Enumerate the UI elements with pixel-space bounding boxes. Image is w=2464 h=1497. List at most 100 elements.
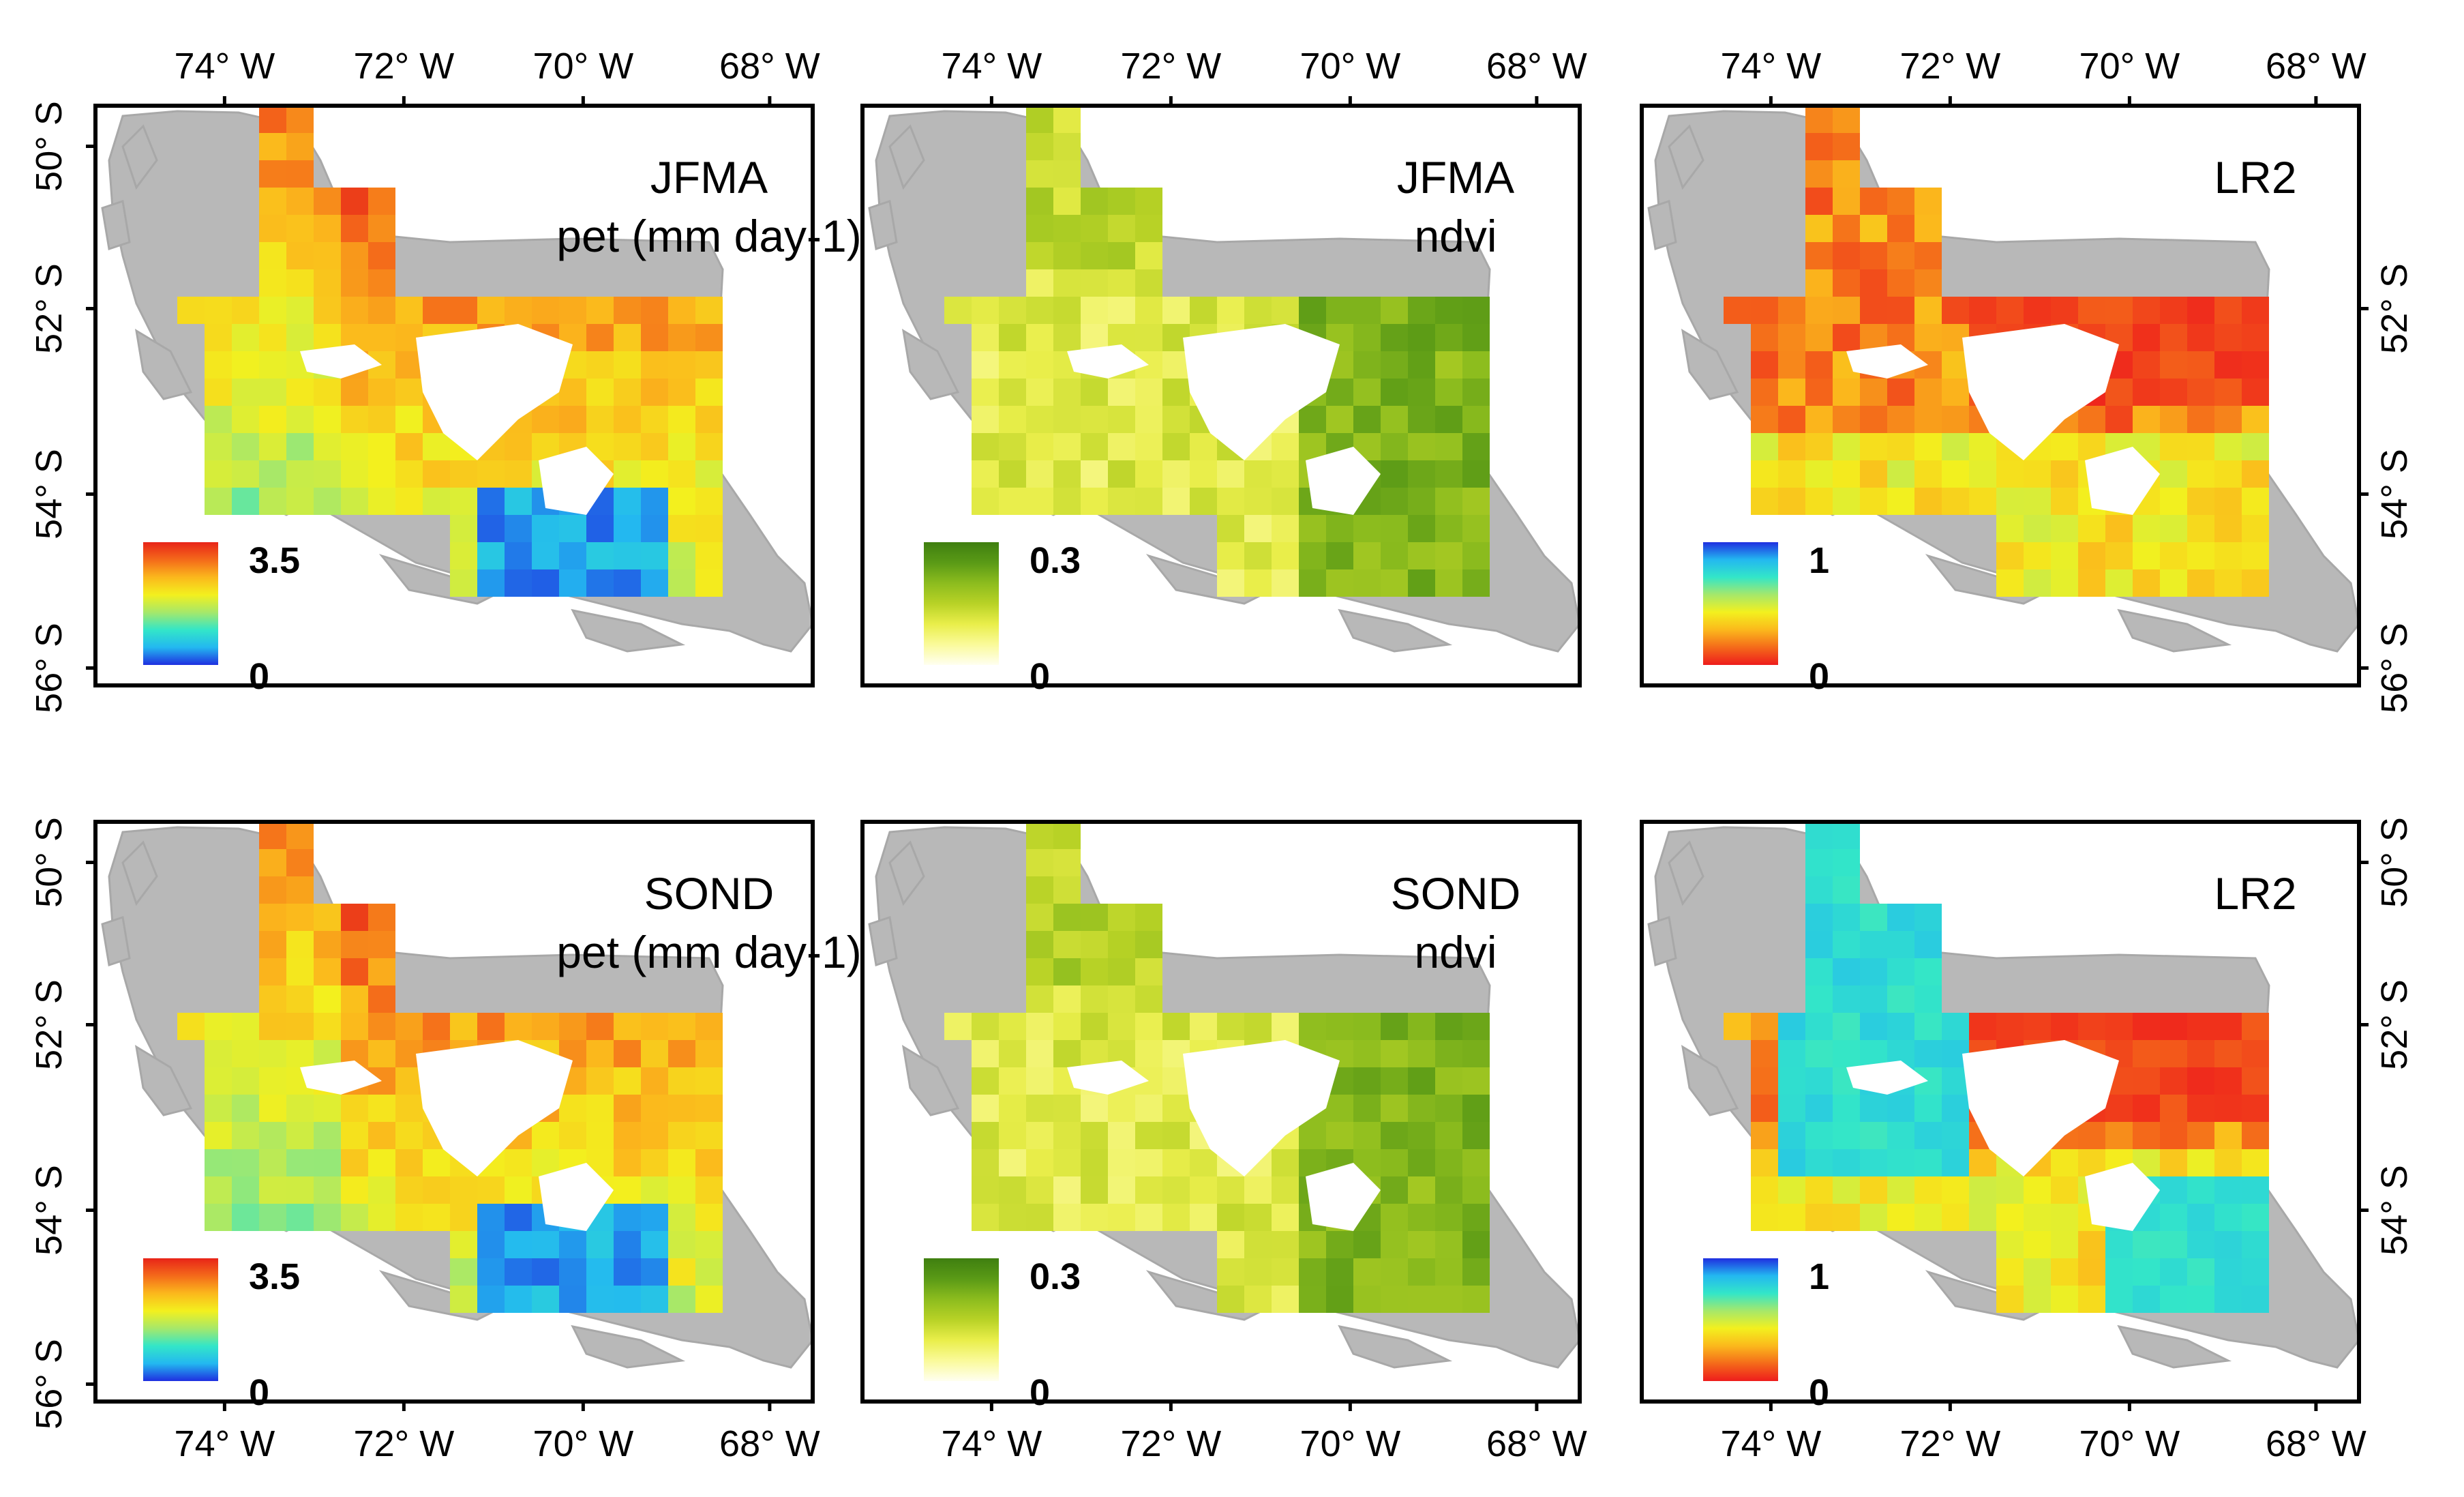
grid-cell <box>2214 488 2242 515</box>
grid-cell <box>2133 379 2160 406</box>
legend-colorbar <box>143 1258 218 1381</box>
grid-cell <box>1833 1204 1860 1231</box>
grid-cell <box>341 269 368 297</box>
grid-cell <box>1081 269 1108 297</box>
grid-cell <box>668 406 695 433</box>
grid-cell <box>286 849 314 876</box>
grid-cell <box>1751 433 1778 460</box>
grid-cell <box>2160 1176 2187 1204</box>
grid-cell <box>1053 488 1081 515</box>
grid-cell <box>2214 1013 2242 1040</box>
grid-cell <box>2133 324 2160 351</box>
grid-cell <box>259 215 286 242</box>
grid-cell <box>1353 1040 1381 1067</box>
grid-cell <box>505 1176 532 1204</box>
grid-cell <box>1217 542 1244 569</box>
grid-cell <box>1860 1176 1887 1204</box>
grid-cell <box>1887 904 1914 931</box>
grid-cell <box>395 460 423 488</box>
grid-cell <box>1805 1013 1833 1040</box>
grid-cell <box>1462 542 1490 569</box>
grid-cell <box>314 985 341 1013</box>
grid-cell <box>368 488 395 515</box>
legend: 0.3 0 <box>924 540 1081 697</box>
grid-cell <box>1053 1176 1081 1204</box>
grid-cell <box>614 460 641 488</box>
panel-title-line1: LR2 <box>2214 868 2296 919</box>
grid-cell <box>614 1122 641 1149</box>
grid-cell <box>1135 324 1162 351</box>
grid-cell <box>2187 1040 2214 1067</box>
grid-cell <box>1026 1067 1053 1095</box>
grid-cell <box>1778 1040 1805 1067</box>
grid-cell <box>1381 569 1408 597</box>
grid-cell <box>641 569 668 597</box>
grid-cell <box>341 904 368 931</box>
grid-cell <box>2105 569 2133 597</box>
grid-cell <box>259 242 286 269</box>
grid-cell <box>2214 1286 2242 1313</box>
grid-cell <box>586 1231 614 1258</box>
grid-cell <box>2187 1149 2214 1176</box>
grid-cell <box>2078 569 2105 597</box>
grid-cell <box>1996 1231 2024 1258</box>
grid-cell <box>1190 1149 1217 1176</box>
grid-cell <box>1108 985 1135 1013</box>
legend-min-label: 0 <box>1809 1372 1829 1413</box>
legend-colorbar <box>1703 542 1778 665</box>
grid-cell <box>1081 1122 1108 1149</box>
grid-cell <box>1326 1122 1353 1149</box>
grid-cell <box>1996 297 2024 324</box>
grid-cell <box>2187 1067 2214 1095</box>
grid-cell <box>999 1095 1026 1122</box>
grid-cell <box>505 433 532 460</box>
grid-cell <box>668 460 695 488</box>
grid-cell <box>1108 188 1135 215</box>
grid-cell <box>341 188 368 215</box>
grid-cell <box>1833 1013 1860 1040</box>
grid-cell <box>695 1067 723 1095</box>
grid-cell <box>1435 406 1462 433</box>
grid-cell <box>477 1204 505 1231</box>
grid-cell <box>1353 1122 1381 1149</box>
grid-cell <box>668 488 695 515</box>
grid-cell <box>1135 1149 1162 1176</box>
grid-cell <box>205 1122 232 1149</box>
grid-cell <box>286 324 314 351</box>
grid-cell <box>972 488 999 515</box>
grid-cell <box>1135 904 1162 931</box>
grid-cell <box>641 1149 668 1176</box>
grid-cell <box>586 1013 614 1040</box>
grid-cell <box>2187 1176 2214 1204</box>
grid-cell <box>1462 1122 1490 1149</box>
grid-cell <box>1996 515 2024 542</box>
grid-cell <box>2214 1149 2242 1176</box>
grid-cell <box>1462 1231 1490 1258</box>
grid-cell <box>1081 215 1108 242</box>
grid-cell <box>668 1258 695 1286</box>
grid-cell <box>1805 488 1833 515</box>
grid-cell <box>1833 433 1860 460</box>
grid-cell <box>1053 849 1081 876</box>
grid-cell <box>586 515 614 542</box>
grid-cell <box>286 876 314 904</box>
grid-cell <box>1381 1204 1408 1231</box>
grid-cell <box>972 1204 999 1231</box>
grid-cell <box>1435 1286 1462 1313</box>
grid-cell <box>2214 1231 2242 1258</box>
grid-cell <box>2187 460 2214 488</box>
grid-cell <box>1833 488 1860 515</box>
grid-cell <box>2160 460 2187 488</box>
grid-cell <box>532 569 559 597</box>
grid-cell <box>2133 1040 2160 1067</box>
grid-cell <box>1969 1204 1996 1231</box>
grid-cell <box>1353 1231 1381 1258</box>
grid-cell <box>1162 297 1190 324</box>
grid-cell <box>1244 460 1272 488</box>
grid-cell <box>1053 160 1081 188</box>
x-tick-label-top: 68° W <box>719 46 820 87</box>
grid-cell <box>695 542 723 569</box>
grid-cell <box>1108 1013 1135 1040</box>
grid-cell <box>341 985 368 1013</box>
grid-cell <box>586 297 614 324</box>
